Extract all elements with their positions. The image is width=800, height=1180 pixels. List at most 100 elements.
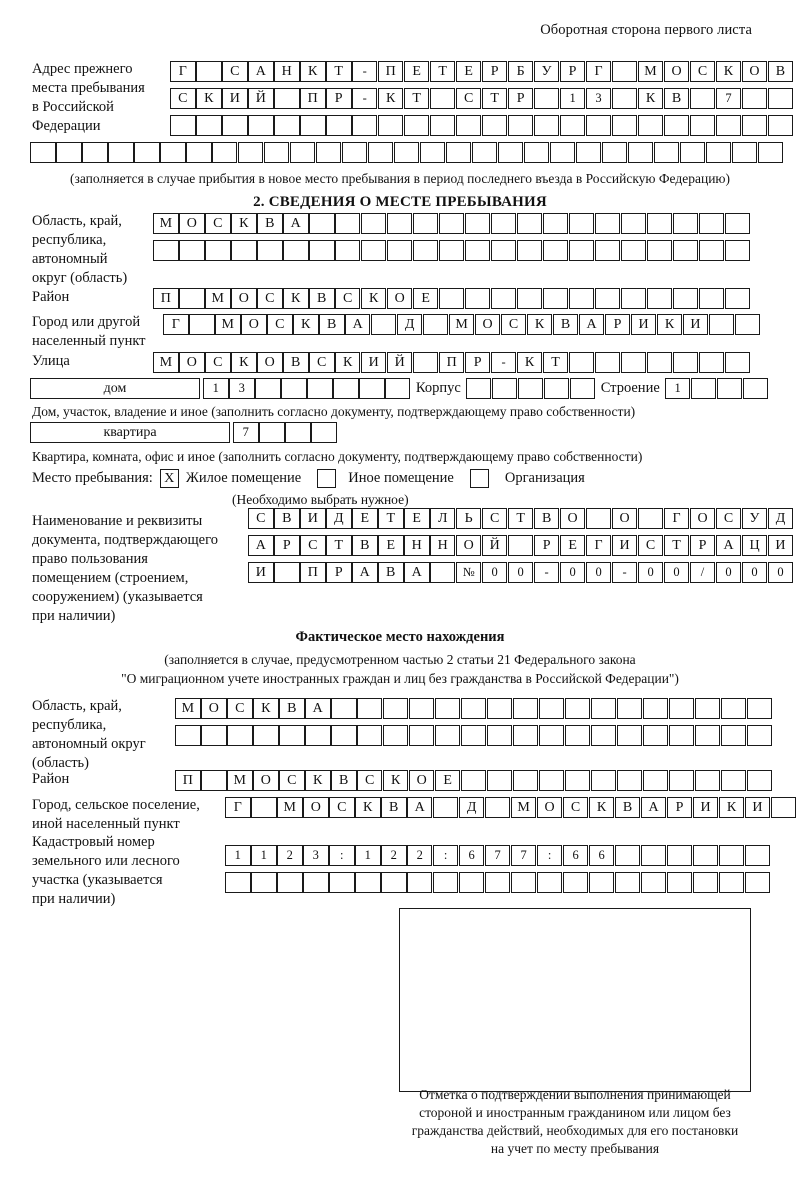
section3-region-r1-cell-17[interactable] [616, 698, 643, 719]
section2-region-r2-cell-12[interactable] [464, 240, 491, 261]
document-r3-cell-20[interactable]: 0 [767, 562, 794, 583]
stroenie-cell-3[interactable] [742, 378, 769, 399]
previous-address-r2-cell-1[interactable]: К [195, 88, 222, 109]
previous-address-r4-cell-3[interactable] [107, 142, 134, 163]
previous-address-r1-cell-3[interactable]: А [247, 61, 274, 82]
cadastral-r2-cell-9[interactable] [458, 872, 485, 893]
section3-district-cell-11[interactable] [460, 770, 487, 791]
document-r3-cell-8[interactable]: № [455, 562, 482, 583]
section2-district-cell-2[interactable]: М [204, 288, 231, 309]
previous-address-r2-cell-20[interactable] [689, 88, 716, 109]
previous-address-r3-cell-1[interactable] [195, 115, 222, 136]
section2-district-cell-18[interactable] [620, 288, 647, 309]
section3-district-cell-1[interactable] [200, 770, 227, 791]
section2-district-cell-14[interactable] [516, 288, 543, 309]
cadastral-r2-cell-6[interactable] [380, 872, 407, 893]
previous-address-r3-cell-20[interactable] [689, 115, 716, 136]
section2-region-r1-cell-18[interactable] [620, 213, 647, 234]
previous-address-r2-cell-22[interactable] [741, 88, 768, 109]
previous-address-r2-cell-14[interactable] [533, 88, 560, 109]
cadastral-r1-cell-12[interactable]: : [536, 845, 563, 866]
section2-region-r2-cell-6[interactable] [308, 240, 335, 261]
previous-address-r1-cell-16[interactable]: Г [585, 61, 612, 82]
house-cell-2[interactable] [254, 378, 281, 399]
previous-address-r1-cell-21[interactable]: К [715, 61, 742, 82]
cadastral-r2-cell-15[interactable] [614, 872, 641, 893]
section2-city-cell-19[interactable]: К [656, 314, 683, 335]
previous-address-r2-cell-2[interactable]: И [221, 88, 248, 109]
section3-region-r1-cell-7[interactable] [356, 698, 383, 719]
previous-address-r3-cell-8[interactable] [377, 115, 404, 136]
cadastral-r2-cell-5[interactable] [354, 872, 381, 893]
document-r2-cell-10[interactable] [507, 535, 534, 556]
document-r2-cell-16[interactable]: Т [663, 535, 690, 556]
previous-address-r3-cell-19[interactable] [663, 115, 690, 136]
section3-region-r1-cell-4[interactable]: В [278, 698, 305, 719]
section3-city-cell-6[interactable]: В [380, 797, 407, 818]
previous-address-r4-cell-8[interactable] [237, 142, 264, 163]
document-r2-cell-4[interactable]: В [351, 535, 378, 556]
section3-region-r2-cell-6[interactable] [330, 725, 357, 746]
confirmation-stamp-box[interactable] [399, 908, 751, 1092]
previous-address-r1-cell-20[interactable]: С [689, 61, 716, 82]
section2-district-cell-17[interactable] [594, 288, 621, 309]
section2-region-r1-cell-14[interactable] [516, 213, 543, 234]
previous-address-r3-cell-5[interactable] [299, 115, 326, 136]
section2-region-r2-cell-13[interactable] [490, 240, 517, 261]
cadastral-r2-cell-0[interactable] [225, 872, 251, 893]
cadastral-r2-cell-12[interactable] [536, 872, 563, 893]
section3-district-cell-22[interactable] [746, 770, 773, 791]
section2-district-cell-19[interactable] [646, 288, 673, 309]
section2-street-cell-19[interactable] [646, 352, 673, 373]
previous-address-r4-cell-17[interactable] [471, 142, 498, 163]
cadastral-r2-cell-8[interactable] [432, 872, 459, 893]
section2-region-r2-cell-22[interactable] [724, 240, 751, 261]
previous-address-r4-cell-10[interactable] [289, 142, 316, 163]
section3-region-r1-cell-16[interactable] [590, 698, 617, 719]
previous-address-r4-cell-26[interactable] [705, 142, 732, 163]
cadastral-r1-cell-10[interactable]: 7 [484, 845, 511, 866]
previous-address-r3-cell-13[interactable] [507, 115, 534, 136]
previous-address-r2-cell-15[interactable]: 1 [559, 88, 586, 109]
section3-district-cell-17[interactable] [616, 770, 643, 791]
previous-address-r2-cell-7[interactable]: - [351, 88, 378, 109]
cadastral-r1-cell-15[interactable] [614, 845, 641, 866]
cadastral-r1-cell-8[interactable]: : [432, 845, 459, 866]
house-cell-5[interactable] [332, 378, 359, 399]
section3-region-r1-cell-21[interactable] [720, 698, 747, 719]
section3-district-cell-15[interactable] [564, 770, 591, 791]
section2-region-r1-cell-21[interactable] [698, 213, 725, 234]
previous-address-r4-cell-5[interactable] [159, 142, 186, 163]
previous-address-r3-cell-18[interactable] [637, 115, 664, 136]
section2-region-r2-cell-0[interactable] [153, 240, 179, 261]
section2-city-cell-12[interactable]: О [474, 314, 501, 335]
section3-district-cell-8[interactable]: К [382, 770, 409, 791]
section3-region-r1-cell-10[interactable] [434, 698, 461, 719]
document-r3-cell-19[interactable]: 0 [741, 562, 768, 583]
previous-address-r4-cell-16[interactable] [445, 142, 472, 163]
house-cell-4[interactable] [306, 378, 333, 399]
section2-street-cell-16[interactable] [568, 352, 595, 373]
section3-city-cell-8[interactable] [432, 797, 459, 818]
section2-street-cell-22[interactable] [724, 352, 751, 373]
section3-city-cell-1[interactable] [250, 797, 277, 818]
previous-address-r2-cell-13[interactable]: Р [507, 88, 534, 109]
section3-city-cell-3[interactable]: О [302, 797, 329, 818]
section3-region-r2-cell-17[interactable] [616, 725, 643, 746]
section2-region-r1-cell-9[interactable] [386, 213, 413, 234]
section3-city-cell-18[interactable]: И [692, 797, 719, 818]
section3-region-r1-cell-5[interactable]: А [304, 698, 331, 719]
section3-district-cell-20[interactable] [694, 770, 721, 791]
previous-address-r1-cell-7[interactable]: - [351, 61, 378, 82]
house-cell-3[interactable] [280, 378, 307, 399]
document-r2-cell-14[interactable]: И [611, 535, 638, 556]
previous-address-r3-cell-4[interactable] [273, 115, 300, 136]
document-r3-cell-3[interactable]: Р [325, 562, 352, 583]
previous-address-r1-cell-13[interactable]: Б [507, 61, 534, 82]
section2-city-cell-18[interactable]: И [630, 314, 657, 335]
section2-region-r1-cell-12[interactable] [464, 213, 491, 234]
section2-city-cell-17[interactable]: Р [604, 314, 631, 335]
section3-region-r1-cell-2[interactable]: С [226, 698, 253, 719]
